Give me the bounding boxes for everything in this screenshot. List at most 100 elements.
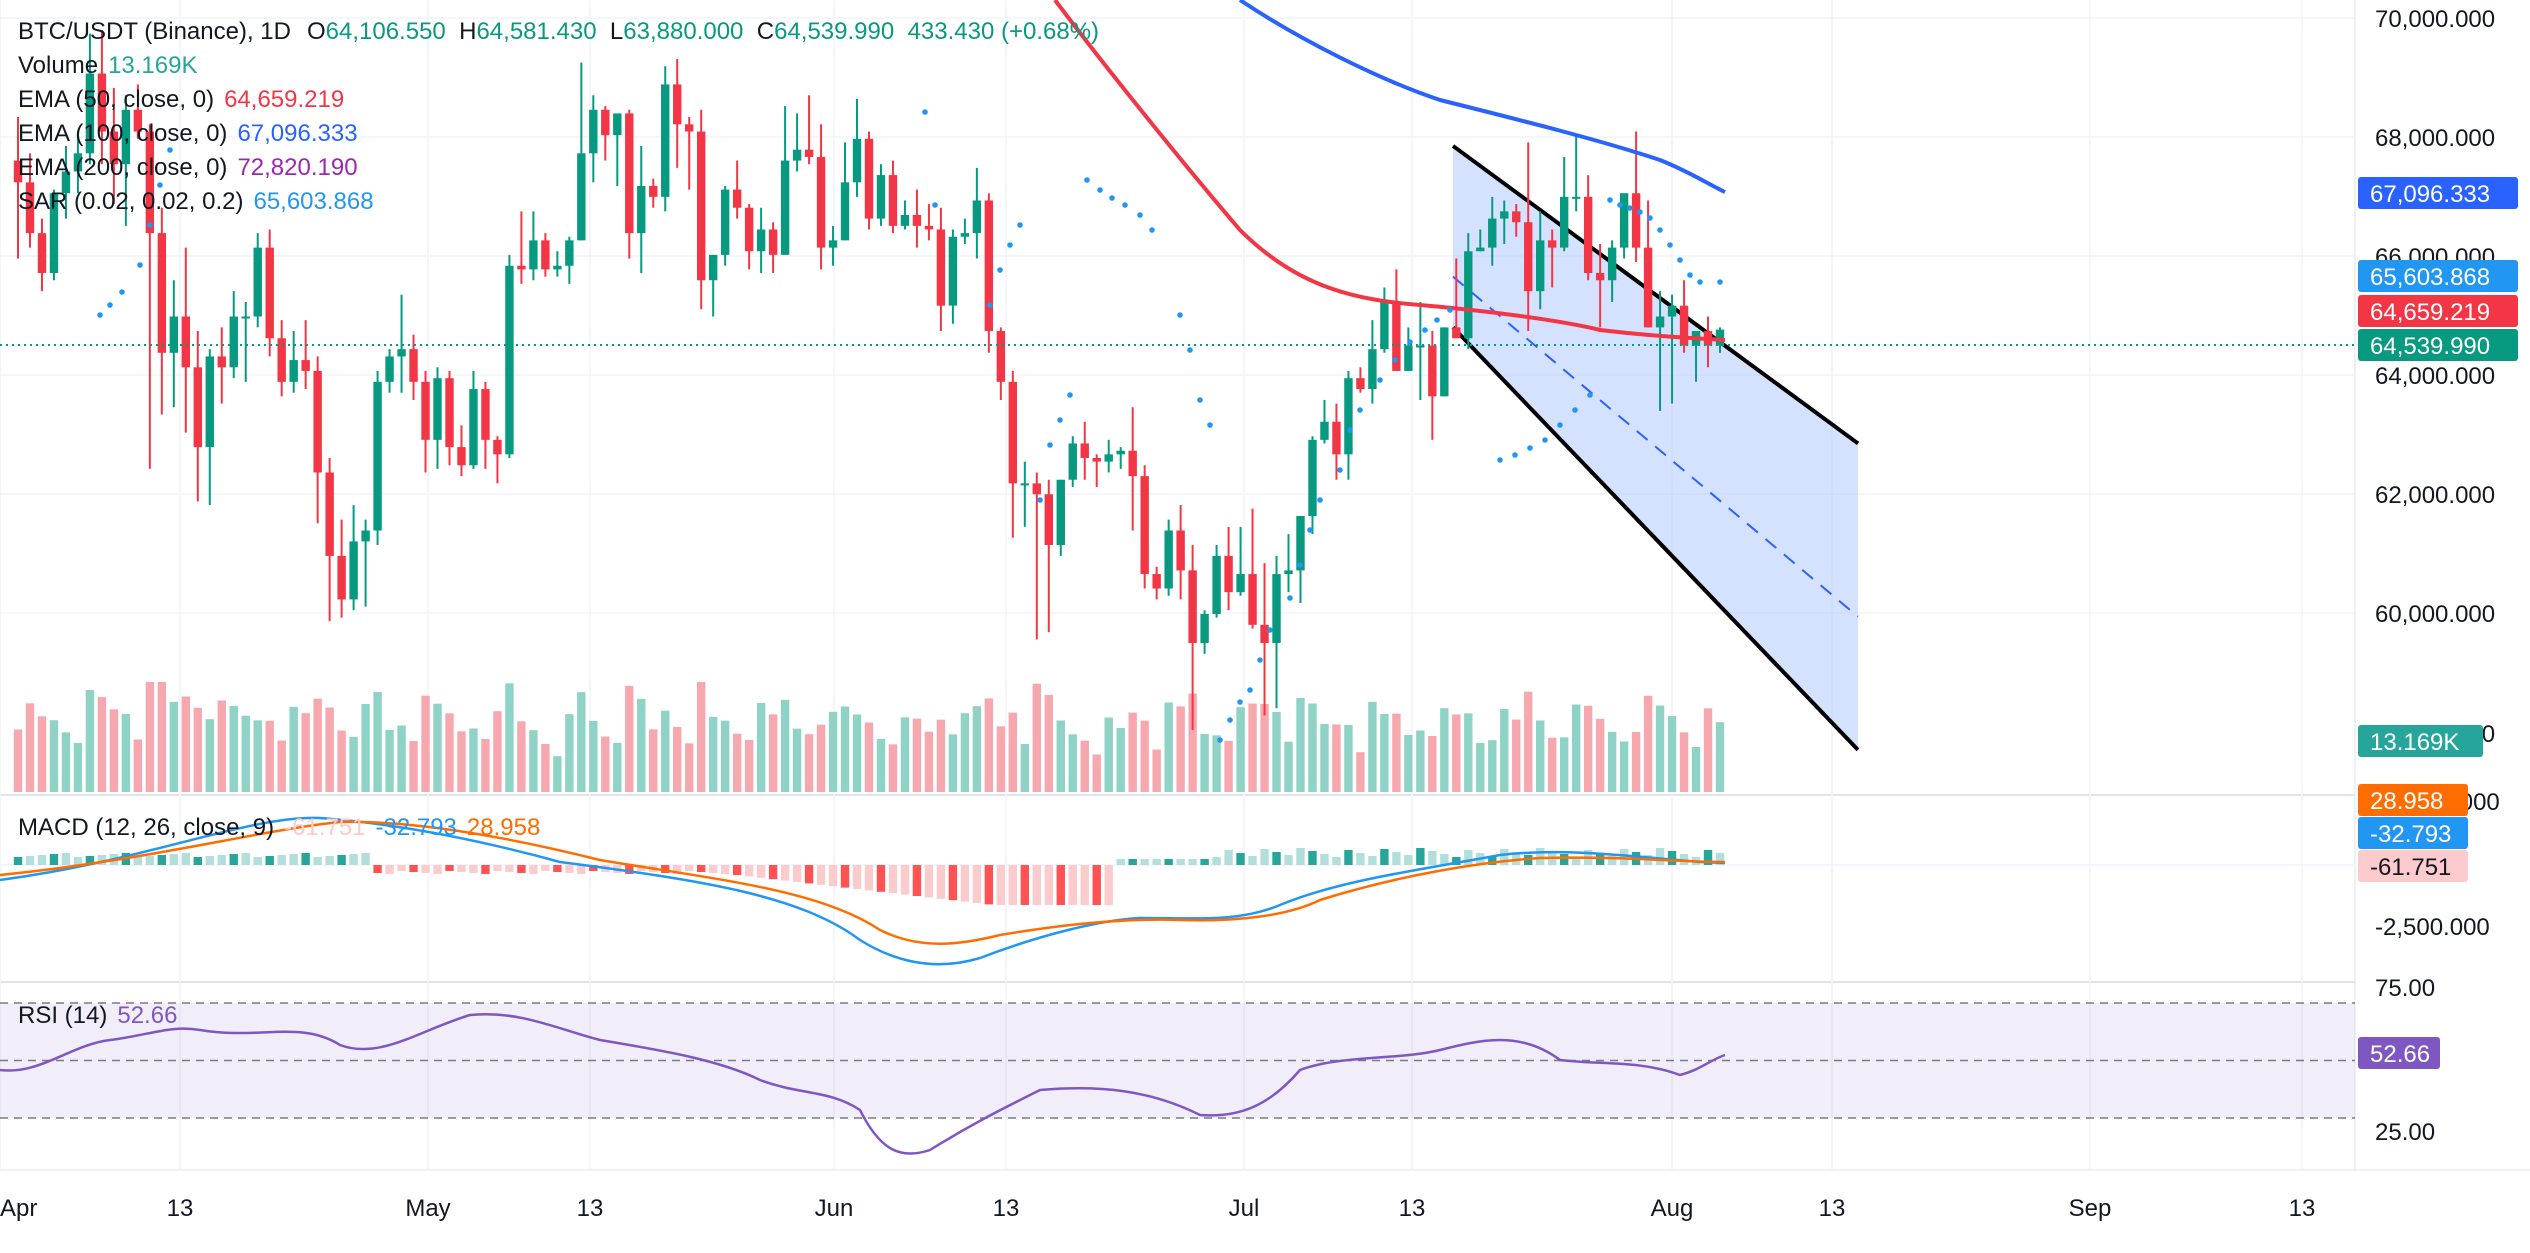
candle[interactable] <box>1044 494 1053 546</box>
ema100-line[interactable] <box>1238 0 1726 194</box>
candle[interactable] <box>924 225 934 230</box>
candle[interactable] <box>373 381 382 531</box>
candle[interactable] <box>349 541 358 600</box>
candle[interactable] <box>840 182 850 241</box>
candle[interactable] <box>1332 421 1341 455</box>
candle[interactable] <box>409 349 418 382</box>
candle[interactable] <box>900 214 910 226</box>
candle[interactable] <box>804 149 814 157</box>
candle[interactable] <box>529 240 538 270</box>
candle[interactable] <box>469 389 478 466</box>
candle[interactable] <box>1368 349 1377 390</box>
candle[interactable] <box>169 316 179 353</box>
candle[interactable] <box>1595 273 1605 281</box>
candle[interactable] <box>1296 516 1305 571</box>
candle[interactable] <box>541 240 550 270</box>
symbol-title[interactable]: BTC/USDT (Binance), 1D <box>18 18 291 45</box>
candle[interactable] <box>1140 476 1149 575</box>
candle[interactable] <box>1248 574 1257 625</box>
candle[interactable] <box>1667 305 1677 317</box>
candle[interactable] <box>1344 378 1353 455</box>
candle[interactable] <box>421 381 430 440</box>
rsi-legend[interactable]: RSI (14) 52.66 <box>18 999 177 1033</box>
candle[interactable] <box>73 153 83 172</box>
indicator-row-volume[interactable]: Volume 13.169K <box>18 49 1099 83</box>
candle[interactable] <box>708 254 718 281</box>
candle[interactable] <box>1524 222 1533 292</box>
candle[interactable] <box>1428 345 1437 397</box>
candle[interactable] <box>1643 247 1653 328</box>
candle[interactable] <box>565 240 574 266</box>
candle[interactable] <box>1607 247 1617 281</box>
candle[interactable] <box>1440 327 1449 397</box>
candle[interactable] <box>1116 450 1125 455</box>
candle[interactable] <box>517 265 526 270</box>
candle[interactable] <box>385 356 394 382</box>
candle[interactable] <box>217 356 226 368</box>
candle[interactable] <box>996 331 1006 382</box>
candle[interactable] <box>661 84 670 197</box>
candle[interactable] <box>1176 530 1185 571</box>
candle[interactable] <box>325 472 334 556</box>
candle[interactable] <box>205 356 214 448</box>
candle[interactable] <box>601 109 610 136</box>
candle[interactable] <box>1464 251 1473 339</box>
candle[interactable] <box>685 124 694 132</box>
candle[interactable] <box>1488 218 1497 248</box>
candle[interactable] <box>1392 302 1401 371</box>
candle[interactable] <box>1188 570 1197 643</box>
candle[interactable] <box>948 236 958 306</box>
candle[interactable] <box>289 360 298 382</box>
candle[interactable] <box>816 156 826 248</box>
candle[interactable] <box>984 200 994 332</box>
candle[interactable] <box>277 338 286 382</box>
candle[interactable] <box>888 175 898 226</box>
candle[interactable] <box>1284 570 1293 575</box>
candle[interactable] <box>361 530 370 542</box>
candle[interactable] <box>577 153 586 241</box>
candle[interactable] <box>397 349 406 357</box>
candle[interactable] <box>337 555 346 600</box>
candle[interactable] <box>697 131 706 281</box>
candle[interactable] <box>241 316 250 319</box>
candle[interactable] <box>720 189 730 255</box>
candle[interactable] <box>1404 345 1413 371</box>
candle[interactable] <box>25 182 35 234</box>
candle[interactable] <box>1536 240 1545 292</box>
candle[interactable] <box>229 316 238 368</box>
candle[interactable] <box>972 200 982 234</box>
candle[interactable] <box>433 378 442 440</box>
candle[interactable] <box>1679 305 1689 346</box>
candle[interactable] <box>1512 211 1521 223</box>
candle[interactable] <box>457 447 466 466</box>
macd-legend[interactable]: MACD (12, 26, close, 9) -61.751 -32.793 … <box>18 811 540 845</box>
channel-lower-line[interactable] <box>1451 326 1860 752</box>
candle[interactable] <box>481 389 490 440</box>
candle[interactable] <box>505 265 514 455</box>
candle[interactable] <box>181 316 190 368</box>
indicator-row-sar[interactable]: SAR (0.02, 0.02, 0.2) 65,603.868 <box>18 185 1099 219</box>
candle[interactable] <box>121 109 131 165</box>
candle[interactable] <box>1416 345 1425 348</box>
candle[interactable] <box>1008 381 1018 484</box>
candle[interactable] <box>1548 240 1557 248</box>
candle[interactable] <box>265 247 274 339</box>
candle[interactable] <box>1583 196 1593 274</box>
candle[interactable] <box>673 84 682 125</box>
candle[interactable] <box>1320 421 1329 440</box>
candle[interactable] <box>780 160 790 255</box>
indicator-row-ema200[interactable]: EMA (200, close, 0) 72,820.190 <box>18 151 1099 185</box>
candle[interactable] <box>792 149 802 161</box>
candle[interactable] <box>936 229 946 306</box>
candle[interactable] <box>864 138 874 219</box>
channel-upper-line[interactable] <box>1451 144 1860 446</box>
candle[interactable] <box>768 229 778 255</box>
candle[interactable] <box>1128 450 1137 477</box>
candle[interactable] <box>145 131 155 234</box>
candle[interactable] <box>1308 439 1317 517</box>
candle[interactable] <box>649 185 658 197</box>
candle[interactable] <box>133 109 143 132</box>
candle[interactable] <box>301 360 310 371</box>
candle[interactable] <box>828 240 838 248</box>
candle[interactable] <box>613 113 622 136</box>
